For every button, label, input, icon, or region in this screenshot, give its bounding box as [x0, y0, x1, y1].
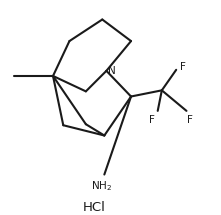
- Text: NH$_2$: NH$_2$: [91, 180, 112, 194]
- Text: HCl: HCl: [83, 201, 105, 214]
- Text: F: F: [149, 115, 154, 125]
- Text: F: F: [180, 62, 186, 72]
- Text: N: N: [109, 66, 116, 76]
- Text: F: F: [187, 115, 193, 125]
